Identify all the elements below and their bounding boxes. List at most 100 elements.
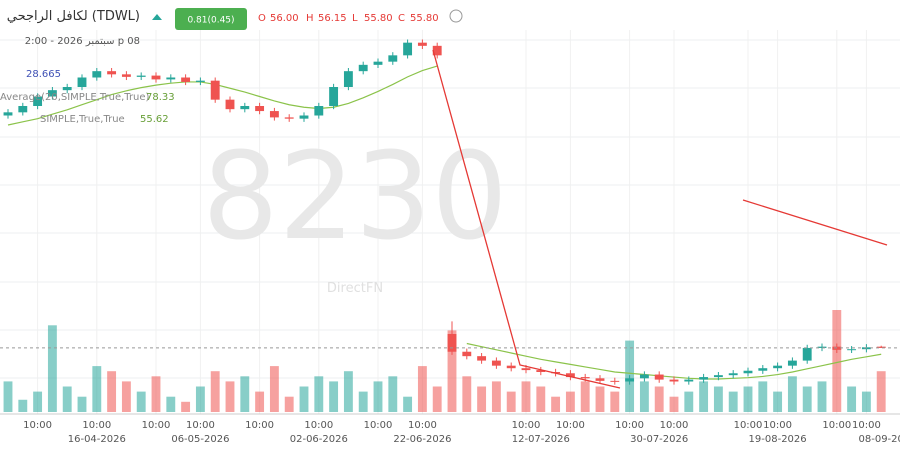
l-label: L — [352, 13, 358, 24]
candle-body — [33, 96, 43, 106]
watermark-brand: DirectFN — [327, 281, 383, 296]
candle-body — [166, 77, 176, 80]
volume-bar — [432, 386, 442, 412]
candle-body — [521, 368, 531, 371]
candle-body — [787, 360, 797, 366]
candle-body — [107, 71, 117, 75]
volume-bar — [166, 396, 176, 412]
indicator-name: SIMPLE,True,True — [40, 114, 125, 125]
candle-body — [817, 346, 827, 348]
badge[interactable] — [175, 8, 247, 30]
o-label: O — [258, 13, 266, 24]
x-tick-label: 10:00 — [304, 420, 333, 431]
volume-bar — [33, 391, 43, 412]
x-date-label: 22-06-2026 — [393, 434, 451, 445]
timestamp: سبتمبر 2026 - 2:00 p 08 — [25, 36, 140, 47]
candle-body — [713, 375, 723, 378]
c-value: 55.80 — [410, 13, 439, 24]
volume-bar — [299, 386, 309, 412]
volume-bar — [240, 376, 250, 412]
badge-text: 0.81(0.45) — [187, 16, 234, 26]
candle-body — [462, 351, 472, 357]
x-date-label: 08-09-20 — [859, 434, 900, 445]
candle-body — [3, 112, 13, 116]
x-date-label: 02-06-2026 — [290, 434, 348, 445]
x-tick-label: 10:00 — [512, 420, 541, 431]
candle-body — [403, 42, 413, 56]
candle-body — [610, 380, 620, 382]
volume-bar — [269, 366, 279, 412]
candle-body — [580, 377, 590, 379]
volume-bar — [847, 386, 857, 412]
candle-body — [240, 106, 250, 110]
volume-bar — [47, 325, 57, 412]
candle-body — [684, 379, 694, 382]
volume-bar — [610, 391, 620, 412]
volume-bar — [536, 386, 546, 412]
x-date-label: 06-05-2026 — [171, 434, 229, 445]
volume-bar — [699, 381, 709, 412]
x-tick-label: 10:00 — [364, 420, 393, 431]
h-value: 56.15 — [318, 13, 347, 24]
candle-body — [477, 356, 487, 361]
candle-body — [299, 115, 309, 119]
volume-bar — [639, 381, 649, 412]
candle-body — [699, 377, 709, 380]
c-label: C — [398, 13, 405, 24]
symbol: لكافل الراجحي (TDWL) — [7, 9, 140, 24]
candle-body — [121, 74, 131, 77]
candle-body — [92, 71, 102, 78]
x-tick-label: 10:00 — [660, 420, 689, 431]
volume-bar — [136, 391, 146, 412]
volume-bar — [3, 381, 13, 412]
indicator-value: 78.33 — [146, 92, 175, 103]
candle-body — [639, 374, 649, 379]
x-tick-label: 10:00 — [763, 420, 792, 431]
trend-line — [432, 49, 621, 389]
candle-body — [388, 55, 398, 62]
volume-bar — [743, 386, 753, 412]
candle-body — [210, 80, 220, 100]
x-date-label: 19-08-2026 — [749, 434, 807, 445]
volume-bar — [713, 386, 723, 412]
volume-bar — [284, 396, 294, 412]
candle-body — [743, 370, 753, 374]
volume-bar — [195, 386, 205, 412]
indicator-name: Average(20,SIMPLE,True,True) — [0, 92, 150, 103]
candle-body — [595, 378, 605, 381]
indicator-value: 55.62 — [140, 114, 169, 125]
volume-bar — [343, 371, 353, 412]
volume-bar — [417, 366, 427, 412]
candle-body — [269, 111, 279, 118]
settings-icon[interactable] — [449, 9, 463, 23]
candle-body — [181, 77, 191, 82]
volume-bar — [728, 391, 738, 412]
x-tick-label: 10:00 — [822, 420, 851, 431]
volume-bar — [595, 386, 605, 412]
volume-bar — [388, 376, 398, 412]
volume-bar — [462, 376, 472, 412]
l-value: 55.80 — [364, 13, 393, 24]
x-tick-label: 10:00 — [408, 420, 437, 431]
volume-bar — [92, 366, 102, 412]
x-tick-label: 10:00 — [615, 420, 644, 431]
volume-bar — [18, 399, 28, 412]
candle-body — [329, 87, 339, 106]
volume-bar — [373, 381, 383, 412]
o-value: 56.00 — [270, 13, 299, 24]
x-tick-label: 10:00 — [556, 420, 585, 431]
candle-body — [773, 365, 783, 369]
volume-bar — [787, 376, 797, 412]
volume-bar — [565, 391, 575, 412]
x-tick-label: 10:00 — [82, 420, 111, 431]
candle-body — [669, 379, 679, 382]
trend-line — [742, 199, 888, 246]
x-tick-label: 10:00 — [852, 420, 881, 431]
volume-bar — [876, 371, 886, 412]
candle-body — [358, 64, 368, 72]
volume-bar — [225, 381, 235, 412]
candle-body — [284, 117, 294, 119]
candle-body — [432, 45, 442, 56]
candle-body — [255, 106, 265, 112]
